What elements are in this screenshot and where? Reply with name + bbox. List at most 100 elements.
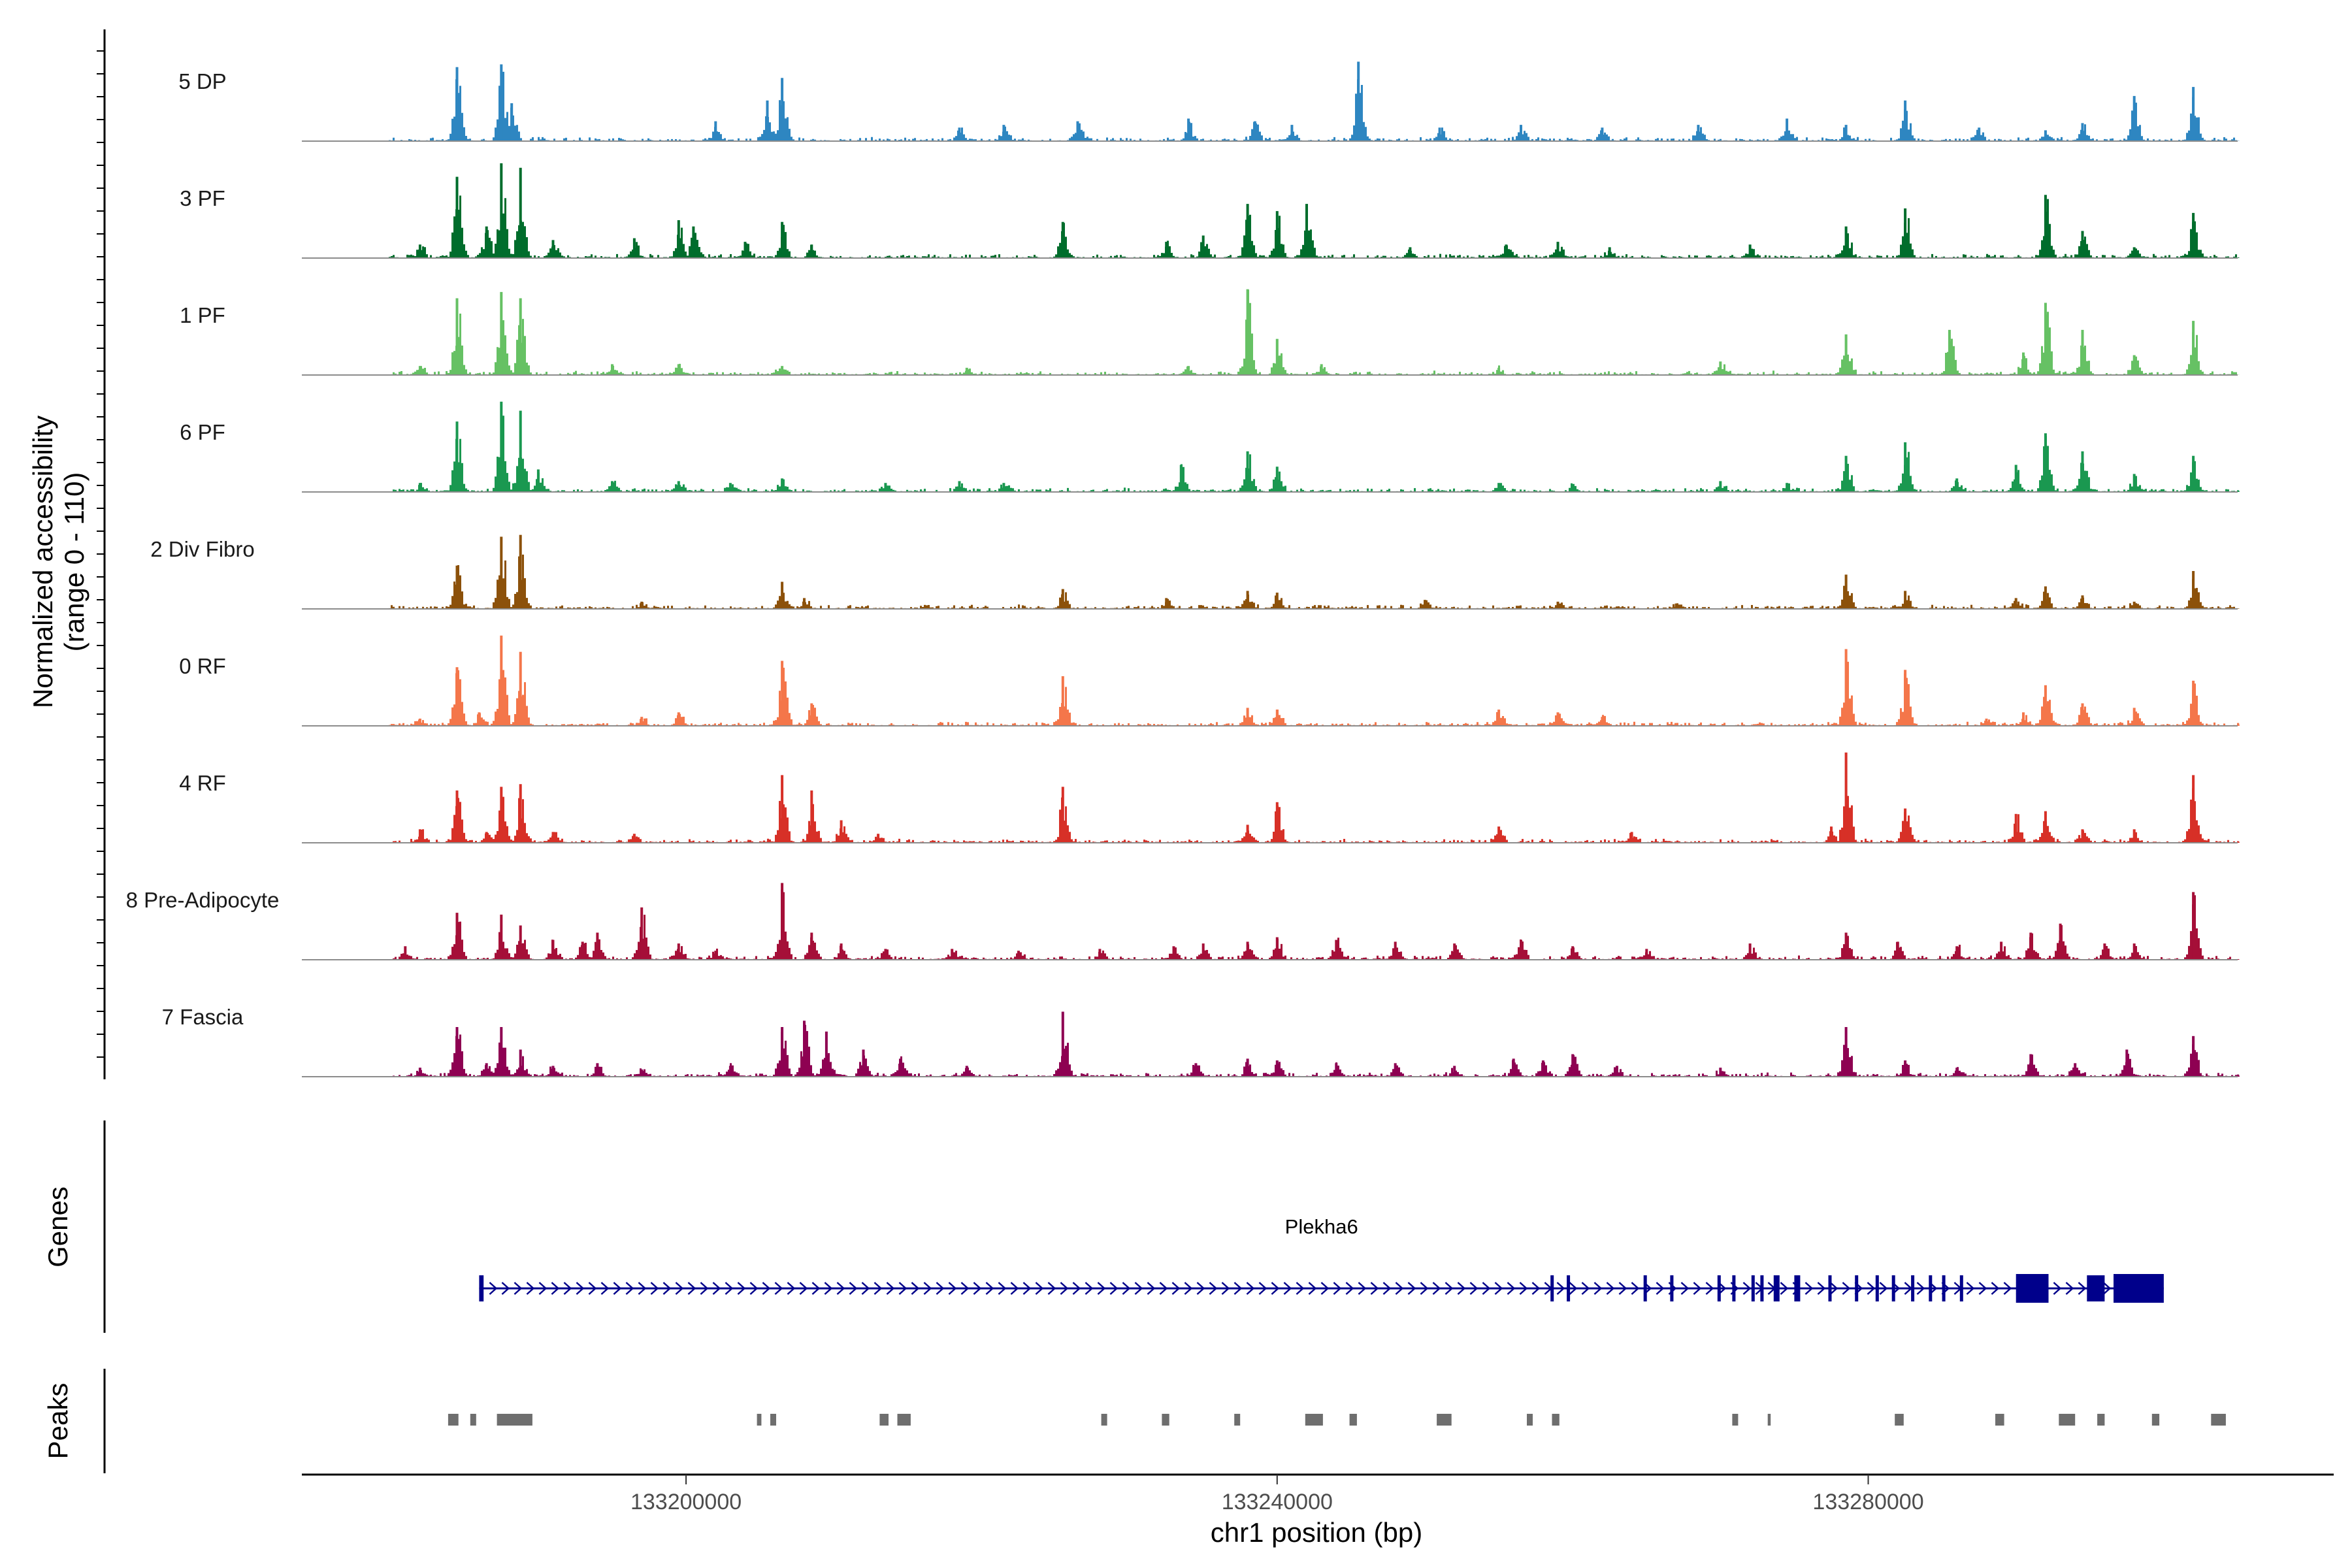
coverage-peak xyxy=(1076,121,1079,141)
gene-strand-arrow xyxy=(1966,1282,1975,1295)
coverage-peak xyxy=(810,244,813,258)
peak-region xyxy=(1552,1414,1560,1426)
coverage-peak xyxy=(1497,367,1501,375)
coverage-area xyxy=(389,406,2240,492)
coverage-peak xyxy=(2029,932,2033,960)
coverage-peak xyxy=(1246,204,1249,258)
coverage-peak xyxy=(2192,1036,2195,1077)
peak-region xyxy=(2151,1414,2160,1426)
track-7-fascia: 7 Fascia xyxy=(162,1005,2240,1077)
coverage-peak xyxy=(1394,941,1397,960)
coverage-peak xyxy=(1165,242,1168,258)
gene-annotation-track: Plekha6 xyxy=(479,1215,2164,1303)
coverage-peak xyxy=(803,598,806,609)
coverage-peak xyxy=(2132,601,2136,609)
coverage-peak xyxy=(1571,946,1575,960)
coverage-peak xyxy=(418,829,421,843)
track-5-dp: 5 DP xyxy=(178,61,2240,142)
coverage-peak xyxy=(485,832,488,843)
coverage-peak xyxy=(2081,451,2084,492)
coverage-peak xyxy=(2132,355,2136,375)
gene-strand-arrow xyxy=(1283,1282,1292,1295)
coverage-peak xyxy=(781,78,784,141)
gene-strand-arrow xyxy=(1991,1282,2000,1295)
gene-exon xyxy=(1942,1275,1946,1301)
coverage-peak xyxy=(1955,946,1959,960)
coverage-peak xyxy=(1424,600,1426,609)
peak-region xyxy=(1995,1414,2004,1426)
coverage-peak xyxy=(2044,195,2047,258)
gene-strand-arrow xyxy=(2102,1282,2112,1295)
peak-region xyxy=(1732,1414,1739,1426)
coverage-peak xyxy=(455,790,459,843)
gene-strand-arrow xyxy=(1122,1282,1131,1295)
coverage-peak xyxy=(1246,289,1249,375)
gene-strand-arrow xyxy=(1705,1282,1714,1295)
coverage-peak xyxy=(640,907,644,960)
gene-strand-arrow xyxy=(923,1282,932,1295)
coverage-peak xyxy=(1165,598,1168,609)
coverage-peak xyxy=(1697,125,1700,141)
coverage-peak xyxy=(1571,1054,1575,1077)
gene-strand-arrow xyxy=(1035,1282,1044,1295)
track-3-pf: 3 PF xyxy=(180,163,2240,259)
gene-strand-arrow xyxy=(1221,1282,1230,1295)
coverage-area xyxy=(389,289,2240,375)
gene-strand-arrow xyxy=(1320,1282,1330,1295)
coverage-peak xyxy=(810,790,813,843)
coverage-peak xyxy=(1187,118,1190,141)
track-label: 4 RF xyxy=(179,771,226,795)
gene-exon xyxy=(1828,1275,1832,1301)
coverage-peak xyxy=(899,1058,902,1077)
genes-panel-label: Genes xyxy=(42,1186,73,1267)
coverage-peak xyxy=(958,481,961,492)
coverage-peak xyxy=(1275,937,1279,960)
coverage-peak xyxy=(2192,892,2195,960)
gene-strand-arrow xyxy=(749,1282,759,1295)
coverage-peak xyxy=(1948,329,1951,375)
coverage-peak xyxy=(1172,946,1175,960)
coverage-peak xyxy=(1844,1027,1848,1077)
coverage-peak xyxy=(1061,221,1064,258)
coverage-peak xyxy=(1645,949,1648,960)
coverage-peak xyxy=(1844,125,1848,141)
coverage-area xyxy=(389,170,2240,258)
coverage-peak xyxy=(743,242,747,258)
gene-exon xyxy=(1550,1275,1554,1301)
gene-strand-arrow xyxy=(1358,1282,1367,1295)
coverage-peak xyxy=(2081,231,2084,258)
coverage-peak xyxy=(1830,826,1833,843)
x-axis: 133200000 133240000 133280000 xyxy=(630,1475,1924,1514)
coverage-peak xyxy=(519,925,522,960)
gene-strand-arrow xyxy=(675,1282,684,1295)
coverage-peak xyxy=(1904,100,1907,141)
coverage-peak xyxy=(1748,943,1752,960)
peak-region xyxy=(1527,1414,1533,1426)
gene-strand-arrow xyxy=(1569,1282,1578,1295)
gene-strand-arrow xyxy=(774,1282,783,1295)
coverage-peak xyxy=(455,565,459,609)
gene-strand-arrow xyxy=(824,1282,833,1295)
gene-exon xyxy=(1732,1275,1736,1301)
gene-strand-arrow xyxy=(1519,1282,1528,1295)
coverage-peak xyxy=(1512,1058,1515,1077)
coverage-peak xyxy=(965,1066,968,1077)
gene-strand-arrow xyxy=(1196,1282,1205,1295)
coverage-peak xyxy=(1955,1068,1959,1077)
track-label: 8 Pre-Adipocyte xyxy=(126,888,280,912)
peak-region xyxy=(2059,1414,2076,1426)
coverage-peak xyxy=(1571,484,1575,492)
peak-region xyxy=(1101,1414,1107,1426)
gene-strand-arrow xyxy=(526,1282,535,1295)
coverage-area xyxy=(389,538,2240,609)
gene-strand-arrow xyxy=(1680,1282,1690,1295)
coverage-peak xyxy=(714,121,717,141)
gene-strand-arrow xyxy=(973,1282,982,1295)
gene-strand-arrow xyxy=(985,1282,994,1295)
peak-region xyxy=(2211,1414,2226,1426)
gene-strand-arrow xyxy=(638,1282,647,1295)
coverage-peak xyxy=(1844,334,1848,375)
coverage-peak xyxy=(1844,649,1848,726)
coverage-peak xyxy=(418,366,421,375)
gene-strand-arrow xyxy=(725,1282,734,1295)
